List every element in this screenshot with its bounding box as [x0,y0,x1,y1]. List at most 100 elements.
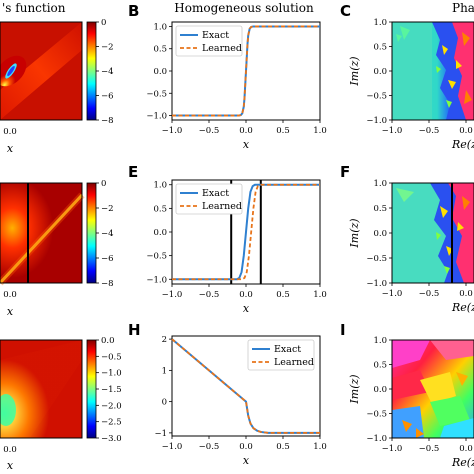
y-tick-label: −1.0 [146,275,167,285]
legend: Exact Learned [175,25,243,57]
colorbar-tick-label: −4 [101,229,114,239]
phase-y-label: Im(z) [348,374,361,404]
colorbar-tick-label: −6 [101,92,114,102]
series-learned-line [172,183,320,281]
y-tick-label: 0.0 [153,228,167,238]
left-x-axis-d: 0.0 x [3,290,17,318]
phase-y-label: Im(z) [348,218,361,248]
y-tick-label: 1 [162,366,167,376]
legend-exact-label: Exact [274,344,301,355]
legend-learned-label: Learned [202,43,242,54]
left-x-axis-a: 0.0 x [3,127,17,155]
colorbar-d: 0 −2 −4 −6 −8 [86,179,114,289]
chart-e: 1.0 0.5 0.0 −0.5 −1.0 −1.0 −0.5 0.0 0.5 1.0 x Exact… [146,179,327,315]
phase-x-label: Re(z [451,138,474,151]
y-tick-label: 0.5 [153,45,167,55]
phase-y-tick-label: −0.5 [366,254,387,264]
green-panel-a [0,21,83,121]
phase-x-tick-label: −0.5 [419,126,440,136]
left-x-axis-g: 0.0 x [3,445,17,472]
phase-x-tick-label: 0.0 [459,126,473,136]
series-learned-line [171,338,320,434]
colorbar-tick-label: −8 [101,116,114,126]
y-tick-label: 2 [162,335,167,345]
y-tick-label: 1.0 [153,181,167,191]
phase-y-tick-label: 0.5 [373,204,387,214]
x-tick-label: 0.0 [239,442,253,452]
phase-panel-i [392,340,474,438]
x-tick-label: 0.0 [239,126,253,136]
phase-panel-c [392,22,474,120]
letter-h: H [128,321,141,339]
phase-y-tick-label: −0.5 [366,410,387,420]
x-axis-label: x [243,138,250,151]
colorbar-tick-label: −0.5 [101,352,122,362]
colorbar-tick-label: −1.0 [101,369,122,379]
phase-y-tick-label: −1.0 [366,279,387,289]
left-xtick: 0.0 [3,445,17,455]
colorbar-tick-label: −2 [101,43,114,53]
colorbar-tick-label: 0.0 [101,336,115,346]
left-xlabel: x [7,305,14,318]
phase-y-tick-label: 0.5 [373,43,387,53]
phase-x-label: Re(z [451,301,474,314]
green-panel-g [0,339,83,439]
green-panel-d [0,182,85,286]
homog-title: Homogeneous solution [174,1,314,15]
phase-x-tick-label: 0.0 [459,289,473,299]
y-tick-label: 1.0 [153,22,167,32]
x-tick-label: 0.5 [276,290,290,300]
chart-b: 1.0 0.5 0.0 −0.5 −1.0 −1.0 −0.5 0.0 0.5 1.0 x Exact… [146,21,327,151]
phase-y-tick-label: 0.0 [373,385,387,395]
letter-e: E [128,163,138,181]
phase-x-tick-label: −1.0 [382,289,403,299]
legend: Exact Learned [175,183,243,215]
letter-i: I [340,321,346,339]
y-tick-label: −1.0 [146,112,167,122]
left-xlabel: x [7,142,14,155]
colorbar-tick-label: 0 [101,18,106,28]
y-tick-label: −1 [154,429,167,439]
colorbar-tick-label: 0 [101,179,106,189]
x-tick-label: 1.0 [313,442,327,452]
x-axis-label: x [243,454,250,467]
left-xtick: 0.0 [3,290,17,300]
legend-box [247,339,315,371]
x-tick-label: −1.0 [162,126,183,136]
phase-x-tick-label: −1.0 [382,444,403,454]
phase-x-tick-label: −0.5 [419,444,440,454]
x-tick-label: −0.5 [199,126,220,136]
y-tick-label: −0.5 [146,89,167,99]
phase-x-label: Re(z [451,456,474,469]
legend-exact-label: Exact [202,30,229,41]
colorbar-tick-label: −8 [101,279,114,289]
series-exact-line [172,183,320,281]
y-tick-label: 0.5 [153,204,167,214]
colorbar-tick-label: −1.5 [101,385,122,395]
colorbar-tick-label: −6 [101,254,114,264]
colorbar-g: 0.0 −0.5 −1.0 −1.5 −2.0 −2.5 −3.0 [86,336,122,444]
x-tick-label: −1.0 [162,442,183,452]
phase-y-tick-label: 0.0 [373,67,387,77]
colorbar-tick-label: −3.0 [101,434,122,444]
letter-f: F [340,163,350,181]
phase-panel-f [392,183,474,283]
y-tick-label: 0.0 [153,67,167,77]
x-tick-label: 0.0 [239,290,253,300]
x-tick-label: −0.5 [199,442,220,452]
x-tick-label: 1.0 [313,290,327,300]
phase-axes: 1.00.50.0−0.5−1.0−1.0−0.50.0Re(zIm(z)1.0… [348,18,474,469]
letter-b: B [128,2,139,20]
phase-x-tick-label: −0.5 [419,289,440,299]
colorbar-tick-label: −2.5 [101,418,122,428]
x-tick-label: 0.5 [276,126,290,136]
phase-y-tick-label: 1.0 [373,336,387,346]
legend-exact-label: Exact [202,188,229,199]
legend-box [175,25,243,57]
left-xtick: 0.0 [3,127,17,137]
legend-learned-label: Learned [202,201,242,212]
letter-c: C [340,2,351,20]
legend-learned-label: Learned [274,357,314,368]
x-tick-label: 1.0 [313,126,327,136]
